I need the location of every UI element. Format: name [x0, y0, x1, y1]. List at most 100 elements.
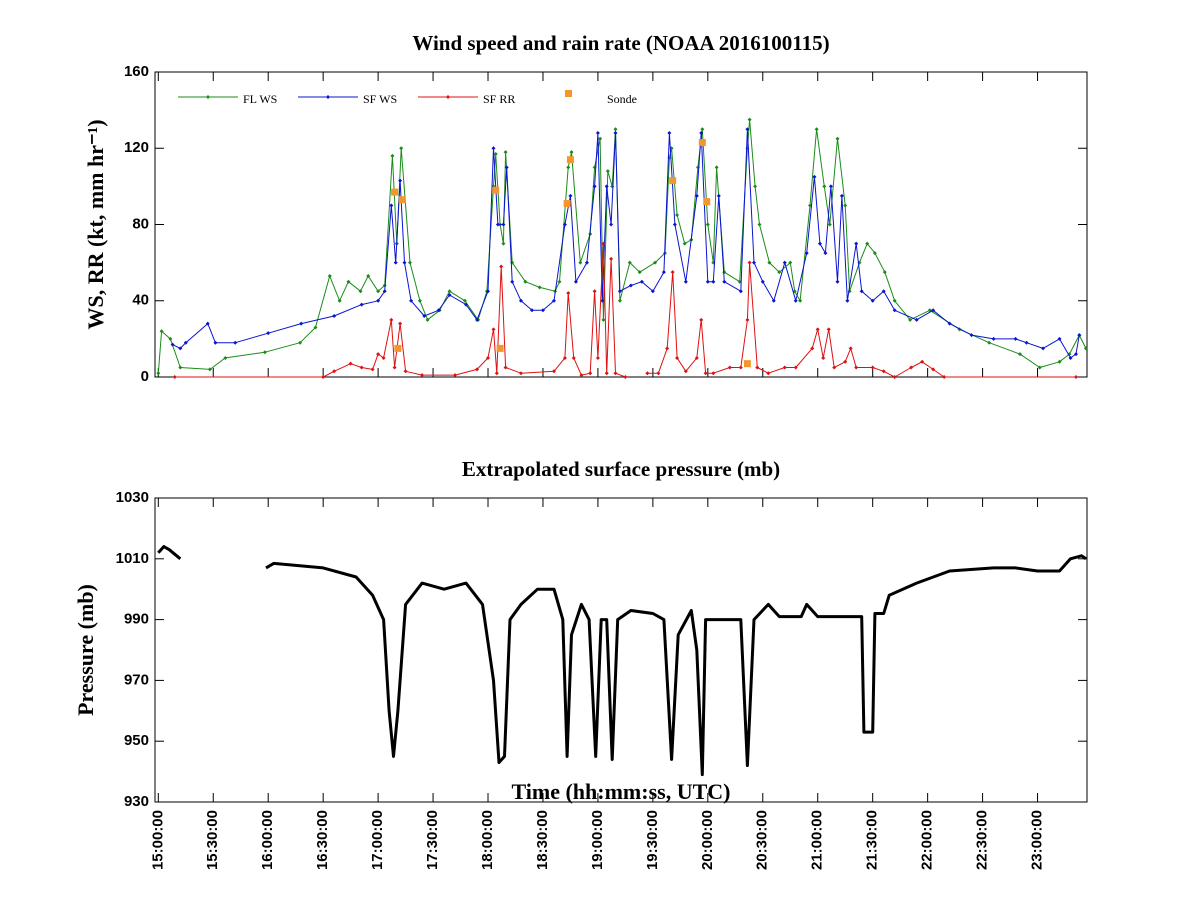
series-marker: [760, 279, 765, 284]
series-marker: [859, 289, 864, 294]
series-marker: [623, 375, 628, 379]
y-axis-label: WS, RR (kt, mm hr⁻¹): [83, 119, 108, 329]
sonde-point: [492, 186, 500, 194]
series-marker: [738, 365, 743, 370]
x-tick-label: 19:00:00: [589, 810, 606, 870]
series-marker: [882, 270, 887, 275]
series-marker: [299, 321, 304, 326]
series-marker: [714, 165, 719, 170]
series-marker: [332, 314, 337, 318]
series-marker: [1074, 375, 1079, 379]
series-marker: [870, 298, 875, 303]
series-marker: [409, 298, 414, 303]
series-marker: [892, 375, 897, 379]
y-tick-label: 0: [141, 368, 149, 385]
x-tick-label: 21:30:00: [864, 810, 881, 870]
series-marker: [705, 279, 710, 284]
series-marker: [766, 371, 771, 376]
series-marker: [601, 317, 606, 322]
series-marker: [359, 302, 364, 307]
legend-label: Sonde: [607, 92, 637, 106]
legend-swatch: [326, 95, 330, 99]
series-marker: [447, 293, 452, 298]
series-marker: [551, 298, 556, 303]
series-marker: [178, 346, 183, 351]
series-marker: [711, 279, 716, 284]
series-marker: [493, 151, 498, 156]
series-marker: [991, 336, 996, 341]
series-marker: [699, 317, 704, 322]
series-marker: [650, 289, 655, 294]
x-tick-label: 17:30:00: [424, 810, 441, 870]
chart-title: Extrapolated surface pressure (mb): [462, 457, 780, 481]
series-marker: [389, 203, 394, 208]
series-marker: [569, 150, 574, 155]
series-marker: [700, 127, 705, 132]
series-marker: [793, 365, 798, 370]
series-marker: [1017, 352, 1022, 357]
series-marker: [501, 241, 506, 246]
series-marker: [613, 127, 618, 132]
x-tick-label: 23:00:00: [1029, 810, 1046, 870]
series-marker: [817, 241, 822, 246]
series-marker: [588, 371, 593, 376]
x-tick-label: 22:30:00: [974, 810, 991, 870]
series-marker: [832, 365, 837, 370]
series-marker: [839, 193, 844, 198]
series-marker: [1083, 346, 1088, 351]
y-tick-label: 950: [124, 732, 149, 749]
y-axis-label: Pressure (mb): [73, 584, 98, 716]
series-marker: [600, 298, 605, 303]
x-tick-label: 16:00:00: [259, 810, 276, 870]
series-marker: [1077, 333, 1082, 338]
series-marker: [628, 283, 633, 288]
series-marker: [745, 127, 750, 132]
series-marker: [584, 260, 589, 265]
y-tick-label: 930: [124, 793, 149, 810]
series-marker: [751, 260, 756, 265]
series-marker: [870, 365, 875, 370]
series-marker: [777, 270, 782, 275]
series-marker: [745, 317, 750, 322]
x-tick-label: 20:30:00: [754, 810, 771, 870]
series-marker: [665, 346, 670, 351]
series-marker: [747, 117, 752, 122]
series-marker: [376, 289, 381, 294]
sonde-point: [698, 139, 706, 147]
series-marker: [1057, 336, 1062, 341]
sonde-point: [496, 344, 504, 352]
series-marker: [656, 371, 661, 376]
series-marker: [436, 308, 441, 313]
y-tick-label: 1030: [116, 489, 149, 506]
legend-label: SF WS: [363, 92, 397, 106]
series-marker: [617, 298, 622, 303]
y-tick-label: 1010: [116, 550, 149, 567]
series-marker: [822, 184, 827, 189]
series-marker: [422, 314, 427, 318]
series-marker: [475, 367, 480, 372]
series-marker: [510, 279, 515, 284]
x-tick-label: 20:00:00: [699, 810, 716, 870]
series-marker: [205, 321, 210, 326]
series-line: [174, 243, 1076, 378]
series-marker: [881, 369, 886, 374]
series-marker: [366, 273, 371, 278]
series-marker: [172, 375, 177, 379]
series-marker: [540, 308, 545, 313]
legend-label: SF RR: [483, 92, 515, 106]
series-marker: [1037, 365, 1042, 370]
series-marker: [503, 365, 508, 370]
series-marker: [617, 289, 622, 294]
series-marker: [854, 365, 859, 370]
series-marker: [348, 361, 353, 366]
series-marker: [812, 174, 817, 179]
legend-swatch: [565, 90, 572, 97]
series-marker: [376, 298, 381, 303]
series-marker: [694, 193, 699, 198]
series-marker: [667, 131, 672, 135]
series-marker: [579, 373, 584, 378]
sonde-point: [703, 198, 711, 206]
series-marker: [675, 212, 680, 217]
